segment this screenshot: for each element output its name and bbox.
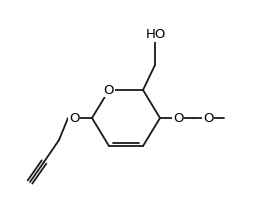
Text: O: O [69, 112, 79, 124]
Text: O: O [104, 84, 114, 97]
Text: HO: HO [146, 29, 166, 42]
Text: O: O [203, 112, 213, 124]
Text: O: O [173, 112, 183, 124]
